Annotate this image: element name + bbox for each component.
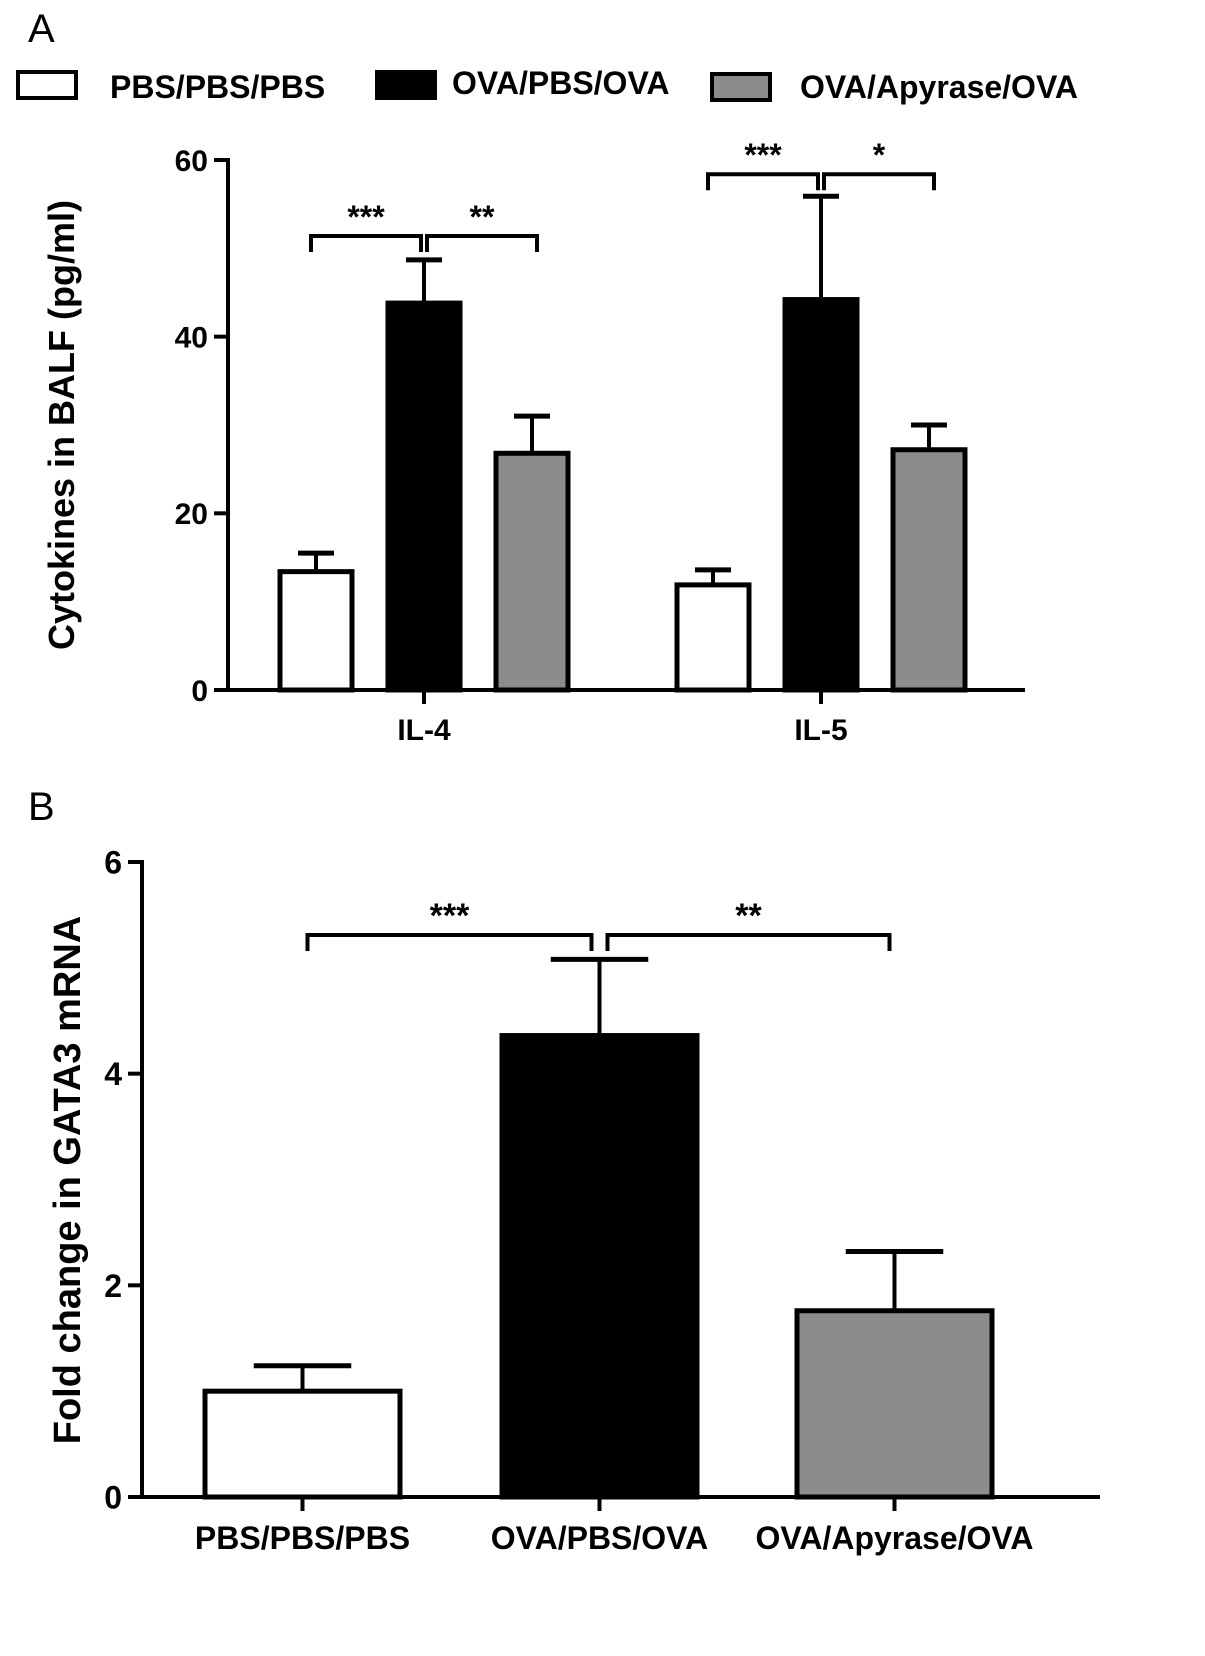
significance-label: *** <box>430 897 470 935</box>
legend-label-2: OVA/Apyrase/OVA <box>800 69 1078 105</box>
panel-b-label: B <box>28 785 55 829</box>
legend: PBS/PBS/PBS OVA/PBS/OVA OVA/Apyrase/OVA <box>16 65 1078 105</box>
y-tick-label: 40 <box>175 321 208 354</box>
bar <box>385 300 463 693</box>
x-tick-label: OVA/PBS/OVA <box>491 1520 709 1556</box>
x-tick-label: IL-4 <box>397 714 451 747</box>
panel-b-plot: 0 2 4 6 PBS/PBS/PBS OVA/PBS/OVA OVA/Apyrase/OV… <box>104 845 1100 1556</box>
panel-b-y-axis-label: Fold change in GATA3 mRNA <box>47 916 89 1445</box>
bar <box>794 1308 995 1500</box>
panel-a-label: A <box>28 7 55 51</box>
y-tick-label: 2 <box>104 1268 122 1304</box>
significance-bracket <box>309 234 423 252</box>
y-tick-label: 60 <box>175 145 208 178</box>
y-tick-label: 4 <box>104 1056 122 1092</box>
significance-label: * <box>873 137 886 173</box>
legend-label-0: PBS/PBS/PBS <box>110 69 325 105</box>
significance-bracket <box>706 172 820 191</box>
bar <box>782 297 860 693</box>
legend-swatch-1 <box>375 70 437 100</box>
legend-swatch-2 <box>710 72 772 102</box>
bar <box>202 1388 403 1500</box>
legend-swatch-0 <box>16 70 78 100</box>
y-tick-label: 0 <box>191 675 208 708</box>
bar <box>674 582 752 693</box>
significance-label: ** <box>735 897 762 935</box>
bar <box>493 450 571 693</box>
significance-label: ** <box>470 199 495 235</box>
x-tick-label: IL-5 <box>794 714 847 747</box>
significance-bracket <box>822 172 936 191</box>
significance-label: *** <box>744 137 782 173</box>
legend-label-1: OVA/PBS/OVA <box>452 65 670 101</box>
significance-bracket <box>605 933 892 951</box>
bar <box>499 1033 700 1500</box>
panel-a-y-axis-label: Cytokines in BALF (pg/ml) <box>41 200 82 650</box>
x-tick-label: OVA/Apyrase/OVA <box>755 1520 1033 1556</box>
significance-label: *** <box>347 199 385 235</box>
bar <box>890 447 968 693</box>
significance-bracket <box>425 234 539 252</box>
y-tick-label: 20 <box>175 498 208 531</box>
y-tick-label: 6 <box>104 845 122 881</box>
y-tick-label: 0 <box>104 1480 122 1516</box>
significance-bracket <box>305 933 594 951</box>
bar <box>277 569 355 693</box>
x-tick-label: PBS/PBS/PBS <box>195 1520 410 1556</box>
